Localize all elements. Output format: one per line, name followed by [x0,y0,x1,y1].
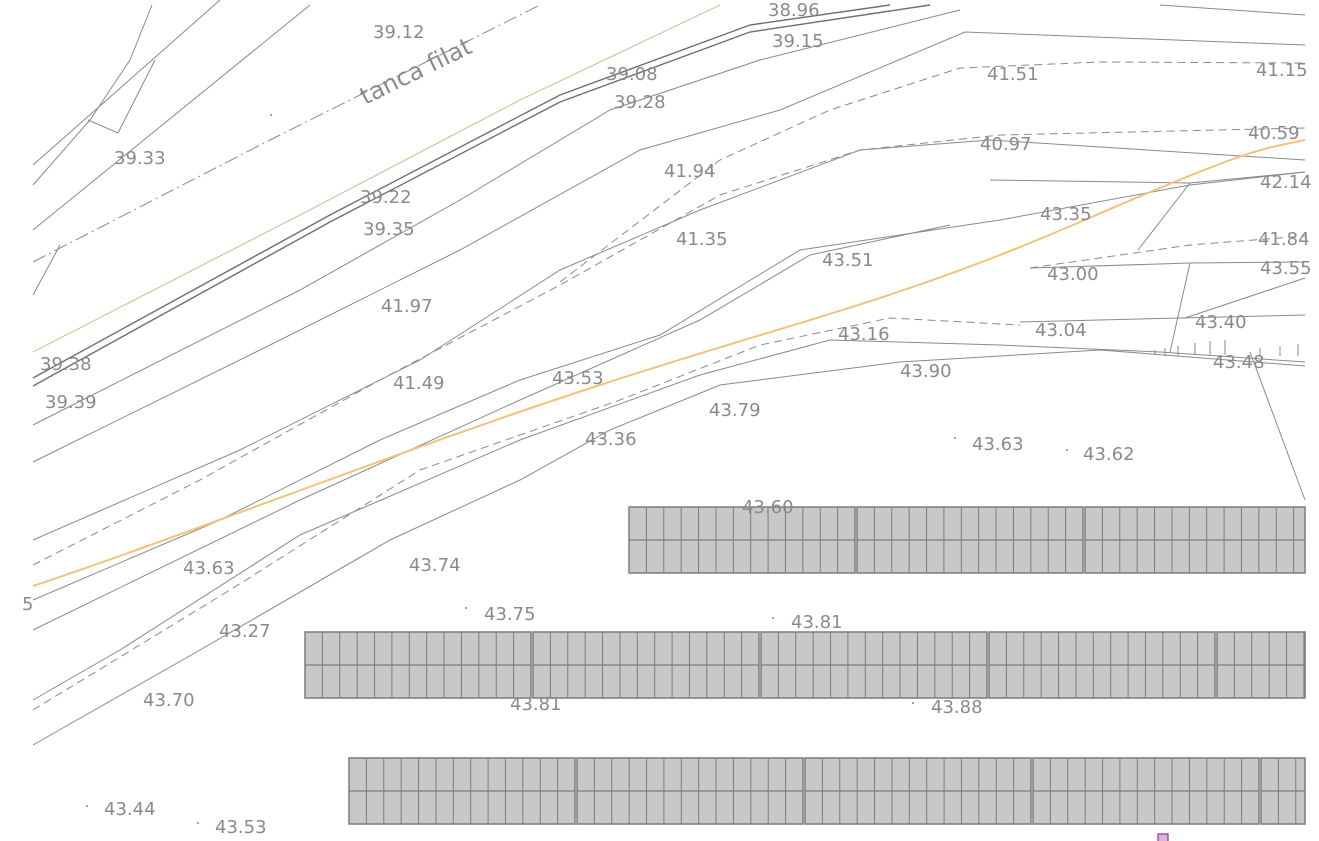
contour-line [1159,4,1306,16]
elevation-label: 39.08 [606,64,658,85]
elevation-label: 43.81 [791,612,843,633]
elevation-label: 43.75 [484,604,536,625]
contour-line [87,59,156,134]
elevation-label: 43.36 [585,429,637,450]
contour-line [32,31,1306,463]
contour-line [32,244,61,296]
slope-tick [1154,340,1299,356]
solar-panel-rows [304,506,1306,825]
contour-line [32,4,311,231]
contour-line [32,0,221,166]
road-edge [32,4,891,379]
spot-point [197,822,199,824]
contour-line [32,349,1306,746]
elevation-label: 41.97 [381,296,433,317]
dashed-contour [559,61,1306,283]
solar-panel-row [304,631,1306,699]
elevation-label: 41.84 [1258,229,1310,250]
elevation-label: 5 [22,594,33,615]
pipeline [32,139,1306,587]
elevation-label: 39.22 [360,187,412,208]
elevation-label: 40.59 [1248,123,1300,144]
elevation-label: 39.15 [772,31,824,52]
elevation-label: 43.16 [838,324,890,345]
elevation-label: 43.90 [900,361,952,382]
elevation-label: 43.81 [510,694,562,715]
contour-line [32,171,1306,601]
contour-line [1019,317,1181,323]
elevation-label: 43.79 [709,400,761,421]
elevation-label: 43.62 [1083,444,1135,465]
road-edge [32,4,931,387]
elevation-label: 43.55 [1260,258,1312,279]
dashed-contour [32,127,1306,566]
solar-panel-row [348,757,1306,825]
elevation-label: 41.51 [987,64,1039,85]
elevation-labels: 38.96 39.15 39.12 39.08 39.28 39.33 39.2… [22,0,1312,838]
elevation-label: 41.35 [676,229,728,250]
dashed-contour [1029,235,1306,269]
contour-line [32,9,961,426]
dashed-contour [32,317,1021,711]
elevation-label: 43.35 [1040,204,1092,225]
spot-point [86,805,88,807]
elevation-label: 43.88 [931,697,983,718]
elevation-label: 43.63 [183,558,235,579]
elevation-label: 43.53 [552,368,604,389]
spot-point [270,114,272,116]
elevation-label: 39.39 [45,392,97,413]
elevation-label: 41.15 [1256,60,1308,81]
dashed-contours [32,61,1306,711]
elevation-label: 41.49 [393,373,445,394]
survey-marker [1157,833,1169,841]
slope-ticks [1154,340,1299,356]
elevation-label: 43.74 [409,555,461,576]
spot-point [954,437,956,439]
elevation-label: 43.44 [104,799,156,820]
elevation-label: 42.14 [1260,172,1312,193]
fence-line [32,4,541,263]
contour-line [1184,277,1306,319]
contour-line [1169,262,1191,353]
elevation-label: 43.40 [1195,312,1247,333]
elevation-label: 43.53 [215,817,267,838]
elevation-label: 39.28 [614,92,666,113]
spot-point [772,617,774,619]
contour-line [32,224,951,631]
road-edges [32,4,931,387]
spot-points [86,114,1068,824]
spot-point [1066,449,1068,451]
elevation-label: 43.48 [1213,352,1265,373]
elevation-label: 39.33 [114,148,166,169]
contour-line [32,139,1306,541]
elevation-label: 43.70 [143,690,195,711]
contour-line [1029,261,1306,269]
elevation-label: 41.94 [664,161,716,182]
contour-line [32,4,153,186]
spot-point [912,702,914,704]
contour-line [1249,351,1306,501]
elevation-label: 43.63 [972,434,1024,455]
elevation-label: 38.96 [768,0,820,21]
elevation-label: 43.04 [1035,320,1087,341]
contour-line [32,339,1306,701]
fence-annotation: tanca filat [355,32,476,110]
elevation-label: 43.27 [219,621,271,642]
elevation-label: 43.60 [742,497,794,518]
elevation-label: 40.97 [980,134,1032,155]
contour-line [1137,182,1191,251]
elevation-label: 39.35 [363,219,415,240]
solar-panel-row [628,506,1306,574]
contour-lines [32,0,1306,746]
elevation-label: 39.12 [373,22,425,43]
elevation-label: 43.51 [822,250,874,271]
elevation-label: 43.00 [1047,264,1099,285]
elevation-label: 39.38 [40,354,92,375]
fence-boundary [32,4,721,353]
contour-line [1179,314,1306,319]
spot-point [465,607,467,609]
